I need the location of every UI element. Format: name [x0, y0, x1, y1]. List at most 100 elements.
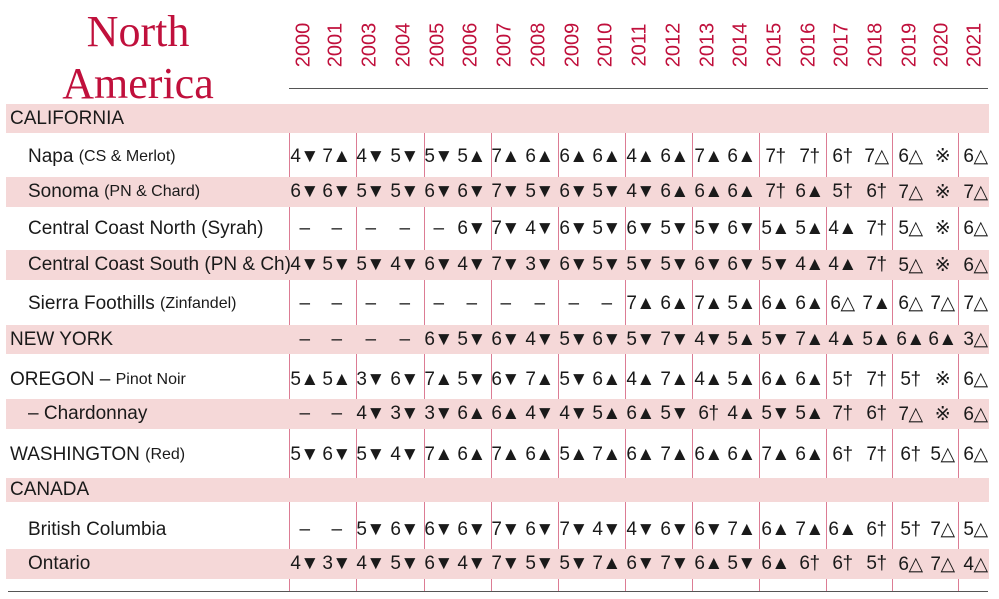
rating-cell: – — [399, 217, 410, 239]
rating-cell: 4▲ — [626, 145, 655, 167]
rating-cell — [692, 104, 725, 133]
rating-cell: 4▲ — [795, 254, 824, 275]
rating-cell: 6▼ — [424, 518, 453, 540]
rating-cell: 6▼ — [626, 217, 655, 239]
table-row: Sierra Foothills (Zinfandel) – – – – – – – – – –7▲… — [0, 286, 999, 321]
rating-cell: 5▼ — [626, 254, 655, 275]
rating-cell: 5▼ — [559, 553, 588, 574]
rating-cell: 7▲ — [491, 145, 520, 167]
rating-cell: – — [601, 292, 612, 314]
rating-cell — [288, 104, 321, 133]
rating-cell: 3▼ — [525, 254, 554, 275]
rating-cell: 7▼ — [491, 217, 520, 239]
rating-cell: 4▲ — [694, 368, 723, 390]
rating-cell: 5▼ — [660, 254, 689, 275]
rating-cell: 5† — [900, 518, 921, 540]
rating-cell: 5▼ — [559, 368, 588, 390]
row-label: – Chardonnay — [28, 399, 147, 429]
rating-cell: 4▼ — [390, 443, 419, 465]
rating-cell: 5▼ — [390, 145, 419, 167]
table-row: Central Coast South (PN & Ch) 4▼ 5▼ 5▼ 4▼ 6▼ 4… — [0, 250, 999, 280]
rating-cell: 6▼ — [457, 181, 486, 202]
row-shading — [6, 250, 989, 280]
rating-cell: 7▼ — [559, 518, 588, 540]
rating-cell: 6† — [832, 443, 853, 465]
rating-cell: 6▲ — [795, 443, 824, 465]
rating-cell: 6† — [900, 443, 921, 465]
rating-cell: 6▲ — [795, 292, 824, 314]
year-label: 2006 — [459, 22, 482, 68]
rating-cell: 5△ — [898, 254, 923, 276]
rating-cell: 6▲ — [727, 145, 756, 167]
rating-cell: 6▲ — [694, 181, 723, 202]
rating-cell: 5▼ — [592, 217, 621, 239]
rating-cell: 7† — [866, 443, 887, 465]
rating-cell: 6▲ — [828, 518, 857, 540]
rating-cell: 6▲ — [761, 292, 790, 314]
rating-cell: 6▲ — [592, 368, 621, 390]
year-label: 2019 — [898, 22, 921, 68]
rating-cell: 7† — [765, 181, 786, 202]
rating-cell: 7△ — [930, 553, 955, 575]
rating-cell: 7△ — [930, 293, 955, 314]
rating-cell — [658, 104, 691, 133]
rating-cell: 4▼ — [626, 518, 655, 540]
rating-cell: 6▲ — [626, 403, 655, 424]
rating-cell: 5▲ — [457, 145, 486, 167]
rating-cell: 4▼ — [356, 553, 385, 574]
rating-cell — [692, 478, 725, 502]
rating-cell: – — [331, 518, 342, 540]
rating-cell: 5▼ — [390, 553, 419, 574]
rating-cell: 6▲ — [761, 553, 790, 574]
rating-cell: 6▲ — [694, 553, 723, 574]
row-label-name: – Chardonnay — [28, 403, 148, 424]
rating-cell — [725, 478, 758, 502]
rating-cell: 7▼ — [491, 518, 520, 540]
rating-cell: 6▼ — [694, 254, 723, 275]
rating-cell: 6▼ — [424, 553, 453, 574]
rating-cell: 4▼ — [457, 553, 486, 574]
rating-cell: 6† — [866, 181, 887, 202]
year-label: 2000 — [292, 22, 315, 68]
year-label: 2018 — [864, 22, 887, 68]
rating-cell: 5† — [832, 181, 853, 202]
rating-cell: 7† — [765, 145, 786, 167]
rating-cell: 7△ — [930, 519, 955, 540]
year-header-cell: 2019 — [895, 0, 925, 90]
rating-cell: 7▲ — [525, 368, 554, 390]
year-header-cell: 2018 — [861, 0, 891, 90]
year-header-cell: 2014 — [726, 0, 756, 90]
rating-cell: 6▼ — [424, 328, 453, 350]
rating-cell — [624, 478, 657, 502]
rating-cell: 6▼ — [491, 328, 520, 350]
rating-cell: ※ — [934, 254, 951, 276]
rating-cell: 7▲ — [592, 443, 621, 465]
rating-cell: 7† — [866, 217, 887, 239]
rating-cell: 5▼ — [525, 181, 554, 202]
rating-cell: 5△ — [898, 218, 923, 239]
rating-cell: 7† — [866, 368, 887, 390]
rating-cell: 5▼ — [694, 217, 723, 239]
rating-cell: 7▼ — [491, 254, 520, 275]
year-header-cell: 2015 — [760, 0, 790, 90]
rating-cell: 5† — [866, 553, 887, 574]
year-header-cell: 2011 — [625, 0, 655, 90]
rating-cell — [354, 478, 387, 502]
rating-cell — [624, 104, 657, 133]
rating-cell: 4▼ — [356, 145, 385, 167]
rating-cell: 6▼ — [559, 254, 588, 275]
rating-cell — [959, 478, 992, 502]
rating-cell — [894, 104, 927, 133]
row-label: OREGON – Pinot Noir — [10, 362, 186, 397]
rating-cell: 5† — [900, 368, 921, 390]
rating-cell: 6▲ — [727, 181, 756, 202]
rating-cell: 5▼ — [390, 181, 419, 202]
rating-cell: 6▲ — [727, 443, 756, 465]
rating-cell: 6▼ — [322, 181, 351, 202]
rating-cell: – — [299, 403, 310, 424]
rating-cell: 6▼ — [390, 518, 419, 540]
rating-cell: 4▼ — [457, 254, 486, 275]
rating-cell: 6▼ — [660, 518, 689, 540]
row-label: CANADA — [10, 478, 89, 502]
rating-cell: 4▼ — [290, 553, 319, 574]
